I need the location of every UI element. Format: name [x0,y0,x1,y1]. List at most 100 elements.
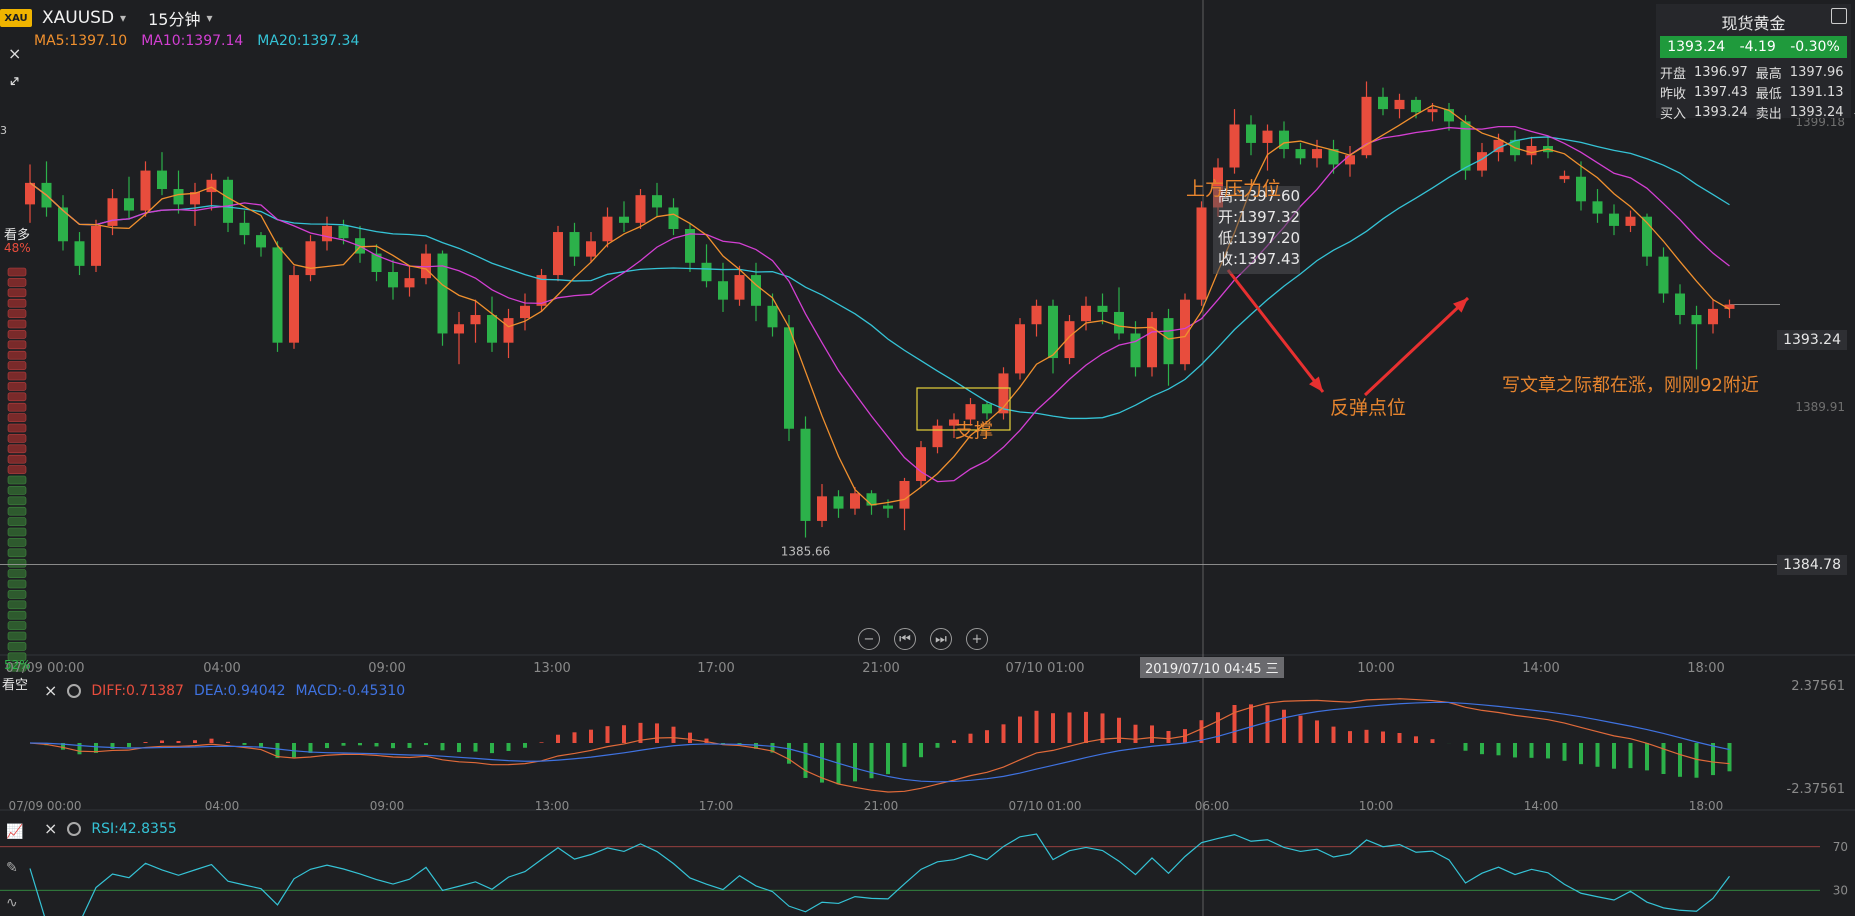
quote-row-prev: 昨收 1397.43 最低 1391.13 [1660,84,1844,102]
sentiment-cell [7,267,27,277]
sentiment-cell [7,475,27,485]
candle-body [223,179,233,223]
candle-body [1196,207,1207,300]
expand-chevron-icon[interactable]: ⌄ [1852,105,1855,120]
candle-body [124,198,134,211]
rsi-settings-icon[interactable] [67,821,82,836]
candle-body [685,228,695,263]
candle-body [553,232,563,276]
candle-body [1493,139,1504,153]
zoom-out-button[interactable]: − [858,628,880,650]
quote-row-open: 开盘 1396.97 最高 1397.96 [1660,64,1844,82]
time-axis-label: 07/10 01:00 [1005,661,1084,676]
candle-body [322,225,332,242]
candle-body [206,179,217,193]
candle-body [784,327,794,429]
sentiment-cell [7,527,27,537]
price-axis-label: 1389.91 [1795,400,1845,414]
macd-time-label: 07/10 01:00 [1009,799,1082,813]
candle-body [1328,149,1339,165]
macd-time-label: 14:00 [1524,799,1559,813]
sentiment-cell [7,662,27,672]
exit-icon[interactable] [1831,8,1847,24]
candle-body [1576,176,1586,202]
annotation-note: 写文章之际都在涨，刚刚92附近 [1502,375,1759,396]
draw-tool-icon[interactable]: ✎ [6,860,18,876]
candle-body [602,216,613,242]
info-open: 开:1397.32 [1218,208,1301,226]
candle-body [1081,305,1091,322]
rsi-level-label: 70 [1833,840,1848,854]
macd-time-label: 18:00 [1689,799,1724,813]
low-marker-label: 1385.66 [781,545,831,559]
candle-body [850,493,860,509]
candle-body [866,493,877,506]
candle-body [767,305,778,328]
candle-body [668,207,679,229]
candle-body [1691,315,1702,325]
candle-body [58,207,68,242]
time-axis-label: 04:00 [203,661,240,676]
macd-time-label: 09:00 [370,799,405,813]
sentiment-cell [7,330,27,339]
sentiment-cell [7,538,27,547]
candle-body [404,278,415,288]
bear-percent: 52% [4,658,31,672]
candle-body [1312,149,1322,159]
crosshair-date-badge: 2019/07/10 04:45 三 [1140,657,1284,678]
chart-type-icon[interactable]: 📈 [6,824,24,840]
candle-body [1460,121,1471,171]
ma-legend: MA5:1397.10 MA10:1397.14 MA20:1397.34 [34,33,359,49]
wave-tool-icon[interactable]: ∿ [6,895,18,911]
sentiment-cell [7,288,27,298]
candle-body [470,315,481,325]
candle-body [1180,299,1190,365]
candle-body [140,170,151,211]
close-macd-icon[interactable]: × [44,681,58,700]
time-axis-label: 09:00 [368,661,405,676]
macd-time-label: 13:00 [535,799,570,813]
period-selector[interactable]: 15分钟 [148,10,201,29]
candle-body [1378,96,1388,110]
jump-end-button[interactable]: ⏭ [930,628,952,650]
arrow-up [1363,296,1470,397]
symbol-name[interactable]: XAUUSD [42,8,115,28]
sentiment-cell [7,579,27,589]
candle-body [701,262,712,282]
candle-body [1163,318,1174,365]
jump-start-button[interactable]: ⏮ [894,628,916,650]
candle-body [536,275,547,306]
macd-settings-icon[interactable] [67,683,82,698]
sentiment-cell [7,413,27,422]
sentiment-cell [7,350,27,360]
sentiment-cell [7,590,27,599]
symbol-header: XAU XAUUSD ▾ 15分钟 ▾ [0,6,234,30]
close-rsi-icon[interactable]: × [44,819,58,838]
arrow-down [1226,269,1325,393]
candle-body [1444,109,1454,122]
candle-body [569,232,580,257]
rsi-value-label: RSI:42.8355 [91,820,177,837]
time-axis-label: 17:00 [697,661,734,676]
annotation-rebound: 反弹点位 [1330,397,1407,419]
bull-label: 看多 [4,228,31,243]
candle-body [982,404,992,414]
quote-price-bar: 1393.24 -4.19 -0.30% [1660,36,1847,58]
period-dropdown-icon[interactable]: ▾ [206,11,213,25]
zoom-in-button[interactable]: + [966,628,988,650]
candle-body [1675,293,1685,316]
candle-body [817,496,827,521]
sentiment-cell [7,506,27,516]
close-main-indicator-icon[interactable]: × [8,44,22,63]
rsi-header: × RSI:42.8355 [44,819,177,838]
sentiment-cell [7,631,27,641]
info-close: 收:1397.43 [1218,250,1301,268]
symbol-dropdown-icon[interactable]: ▾ [120,11,127,25]
candle-body [949,419,959,426]
candle-body [883,505,893,509]
sentiment-cell [7,402,27,412]
time-axis-label: 07/09 00:00 [5,661,84,676]
macd-dea-line [29,701,1730,783]
quote-row-bid: 买入 1393.24 卖出 1393.24 ⌄ [1656,102,1855,122]
